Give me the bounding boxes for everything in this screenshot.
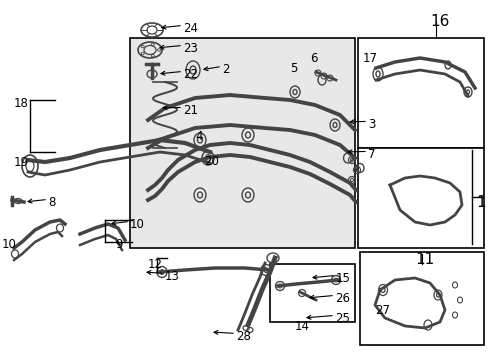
- Bar: [357, 148, 483, 248]
- Text: 19: 19: [14, 156, 29, 169]
- Bar: [357, 38, 483, 148]
- Text: 11: 11: [414, 252, 433, 267]
- Text: 22: 22: [183, 68, 198, 81]
- Bar: [359, 252, 483, 345]
- Text: 3: 3: [367, 118, 375, 131]
- Bar: [130, 38, 354, 248]
- Text: 21: 21: [183, 104, 198, 117]
- Text: 20: 20: [203, 155, 219, 168]
- Text: 10: 10: [130, 218, 144, 231]
- Text: 18: 18: [14, 97, 29, 110]
- Text: 14: 14: [294, 320, 309, 333]
- Text: 13: 13: [164, 270, 180, 283]
- Text: 17: 17: [362, 52, 377, 65]
- Text: 2: 2: [222, 63, 229, 76]
- Text: 6: 6: [309, 52, 317, 65]
- Text: 15: 15: [335, 272, 350, 285]
- Text: 1: 1: [475, 195, 485, 210]
- Text: 28: 28: [236, 330, 250, 343]
- Bar: [269, 264, 354, 322]
- Text: 26: 26: [334, 292, 349, 305]
- Text: 24: 24: [183, 22, 198, 35]
- Text: 4: 4: [195, 130, 202, 143]
- Text: 5: 5: [289, 62, 297, 75]
- Text: 8: 8: [48, 196, 55, 209]
- Text: 10: 10: [2, 238, 17, 251]
- Text: 12: 12: [148, 258, 163, 271]
- Text: 16: 16: [429, 14, 448, 29]
- Text: 23: 23: [183, 42, 198, 55]
- Text: 7: 7: [367, 148, 375, 161]
- Text: 27: 27: [374, 304, 389, 317]
- Text: 25: 25: [334, 312, 349, 325]
- Text: 9: 9: [115, 238, 122, 251]
